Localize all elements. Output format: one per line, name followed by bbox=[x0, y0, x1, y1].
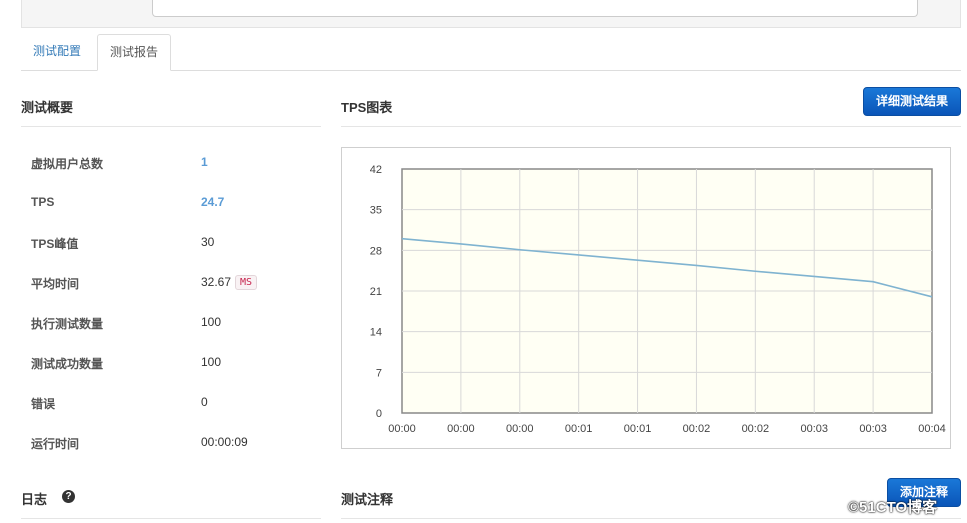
summary-value[interactable]: 24.7 bbox=[201, 195, 225, 209]
help-icon[interactable]: ? bbox=[62, 490, 75, 503]
top-panel bbox=[21, 0, 961, 28]
summary-label: TPS bbox=[31, 195, 55, 209]
summary-row-avg-time: 平均时间 32.67 MS bbox=[31, 275, 311, 295]
tps-divider bbox=[341, 126, 961, 127]
summary-value: 32.67 bbox=[201, 275, 232, 289]
x-tick-label: 00:02 bbox=[683, 423, 711, 435]
tps-chart-svg: 0 7 14 21 28 35 42 00:00 00:00 00:00 00:01 00:01 00:… bbox=[370, 164, 946, 435]
watermark: ©51CTO博客 bbox=[848, 499, 938, 516]
summary-value: 00:00:09 bbox=[201, 435, 248, 449]
summary-row-virtual-users: 虚拟用户总数 1 bbox=[31, 155, 311, 175]
summary-value: 100 bbox=[201, 315, 222, 329]
summary-label: 测试成功数量 bbox=[31, 357, 104, 371]
summary-label: 平均时间 bbox=[31, 277, 80, 291]
tps-chart-title: TPS图表 bbox=[341, 100, 393, 115]
x-tick-label: 00:00 bbox=[388, 423, 416, 435]
x-tick-label: 00:01 bbox=[624, 423, 652, 435]
summary-label: 运行时间 bbox=[31, 437, 80, 451]
x-tick-label: 00:00 bbox=[506, 423, 534, 435]
y-tick-label: 21 bbox=[370, 286, 382, 298]
x-tick-label: 00:03 bbox=[800, 423, 828, 435]
x-tick-label: 00:03 bbox=[859, 423, 887, 435]
y-tick-label: 35 bbox=[370, 205, 382, 217]
summary-value: 100 bbox=[201, 355, 222, 369]
summary-value: 0 bbox=[201, 395, 208, 409]
x-tick-label: 00:04 bbox=[918, 423, 946, 435]
tps-series-line bbox=[401, 237, 933, 298]
summary-row-successful-tests: 测试成功数量 100 bbox=[31, 355, 311, 375]
detail-results-button[interactable]: 详细测试结果 bbox=[863, 87, 962, 116]
summary-title: 测试概要 bbox=[21, 100, 74, 115]
x-tick-label: 00:01 bbox=[565, 423, 593, 435]
report-tabs: 测试配置 测试报告 bbox=[21, 34, 961, 71]
summary-label: 虚拟用户总数 bbox=[31, 157, 104, 171]
summary-value-with-unit: 32.67 MS bbox=[201, 275, 258, 290]
add-note-button[interactable]: 添加注释 bbox=[887, 478, 962, 507]
log-divider bbox=[21, 518, 321, 519]
summary-divider bbox=[21, 126, 321, 127]
summary-row-executed-tests: 执行测试数量 100 bbox=[31, 315, 311, 335]
x-tick-label: 00:02 bbox=[742, 423, 770, 435]
unit-badge: MS bbox=[235, 275, 258, 290]
notes-divider bbox=[341, 518, 961, 519]
summary-label: 执行测试数量 bbox=[31, 317, 104, 331]
top-input-field[interactable] bbox=[152, 0, 918, 17]
tps-chart: 0 7 14 21 28 35 42 00:00 00:00 00:00 00:01 00:01 00:… bbox=[341, 147, 951, 449]
tab-test-config[interactable]: 测试配置 bbox=[33, 44, 82, 58]
summary-value: 30 bbox=[201, 235, 215, 249]
y-tick-label: 7 bbox=[376, 367, 382, 379]
y-tick-label: 14 bbox=[370, 327, 382, 339]
summary-row-errors: 错误 0 bbox=[31, 395, 311, 415]
summary-row-run-time: 运行时间 00:00:09 bbox=[31, 435, 311, 455]
summary-label: TPS峰值 bbox=[31, 237, 79, 251]
summary-row-tps: TPS 24.7 bbox=[31, 195, 311, 215]
y-tick-label: 0 bbox=[376, 408, 382, 420]
y-tick-label: 42 bbox=[370, 164, 382, 176]
summary-value[interactable]: 1 bbox=[201, 155, 208, 169]
log-title: 日志 bbox=[21, 492, 48, 507]
y-tick-label: 28 bbox=[370, 245, 382, 257]
summary-label: 错误 bbox=[31, 397, 56, 411]
tab-test-report[interactable]: 测试报告 bbox=[97, 34, 172, 71]
x-tick-label: 00:00 bbox=[447, 423, 475, 435]
notes-title: 测试注释 bbox=[341, 492, 394, 507]
summary-row-tps-peak: TPS峰值 30 bbox=[31, 235, 311, 255]
